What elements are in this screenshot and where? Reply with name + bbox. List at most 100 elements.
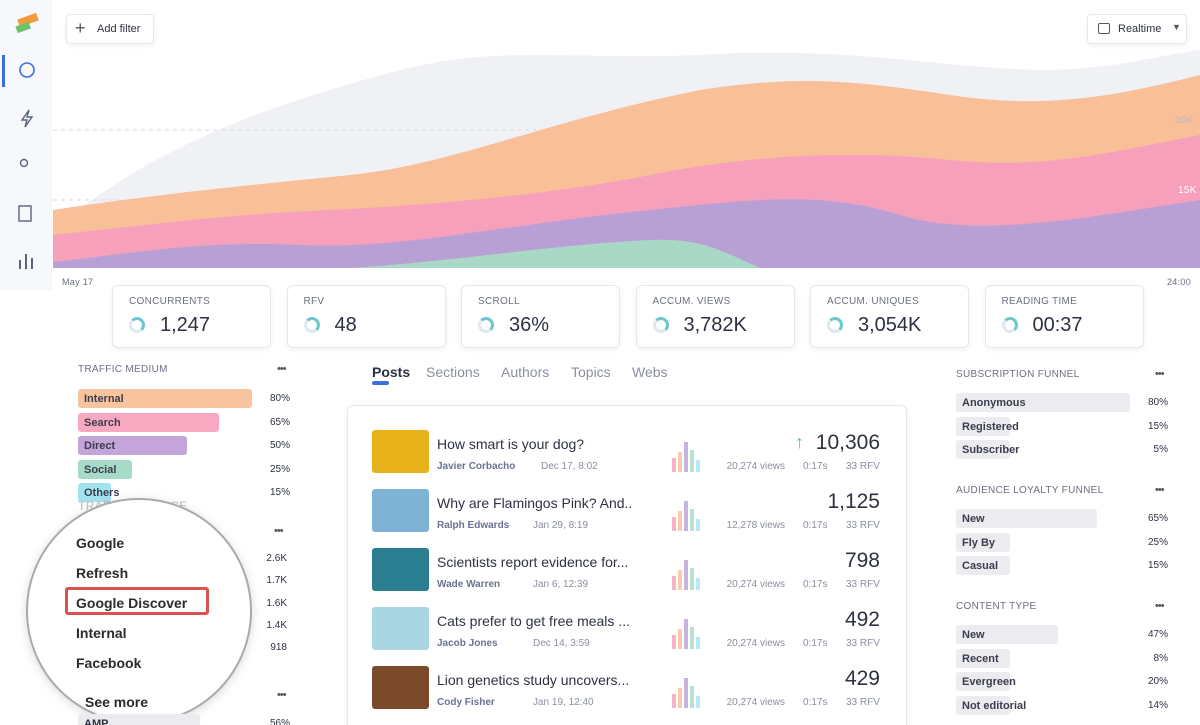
mini-bar [696,460,700,472]
more-menu[interactable]: ••• [1155,484,1165,496]
ring-icon [129,317,145,333]
thumbnail [372,430,429,473]
mini-bar [672,517,676,531]
magnifier [26,498,252,724]
nav-icon[interactable] [19,254,33,269]
bar: Others [78,483,119,502]
bar-label: Others [84,487,120,499]
bar: Recent [956,648,1010,668]
more-menu[interactable]: ••• [1155,368,1165,380]
post-date: Jan 29, 8:19 [533,520,589,531]
add-filter-button[interactable]: + Add filter [66,14,154,44]
bar: Subscriber [956,440,1019,459]
bar: New [956,625,1058,644]
source-value: 918 [270,642,287,654]
post-title[interactable]: How smart is your dog? [437,436,585,452]
bar-value: 20% [1147,676,1168,687]
source-label[interactable]: Internal [76,625,127,641]
post-title[interactable]: Scientists report evidence for... [437,554,629,570]
post-title[interactable]: Cats prefer to get free meals ... [437,613,630,629]
bar-value: 80% [269,393,290,404]
mini-bar [696,637,700,649]
post-rfv: 33 RFV [846,638,880,649]
mini-bar [684,442,688,472]
tab[interactable]: Sections [426,364,480,380]
metric-value: 1,247 [160,314,211,336]
more-menu[interactable]: ••• [1155,600,1165,612]
caret: ▼ [1172,22,1181,32]
mini-bar [690,686,694,708]
tab[interactable]: Webs [632,364,668,380]
post-author: Cody Fisher [437,697,495,708]
bar: Fly By [956,532,1011,552]
metric-label: READING TIME [1001,296,1078,307]
mini-bar [690,568,694,590]
post-date: Dec 17, 8:02 [541,461,598,472]
source-label[interactable]: Facebook [76,655,142,671]
bar-label: Registered [962,420,1019,433]
bar-label: Casual [962,560,999,572]
bar-label: Internal [84,393,124,405]
mini-bar [672,694,676,708]
tab[interactable]: Topics [571,364,611,380]
more-menu[interactable]: ••• [277,363,287,375]
tab-indicator [372,381,389,385]
mini-bar [690,450,694,472]
mini-bar [672,635,676,649]
post-title[interactable]: Why are Flamingos Pink? And.. [437,495,633,511]
source-label[interactable]: Google [76,535,125,551]
post-date: Jan 19, 12:40 [533,697,594,708]
more-menu[interactable]: ••• [274,525,284,537]
mini-bar [678,688,682,708]
mini-bar [696,519,700,531]
nav-icon[interactable] [18,205,32,222]
mini-bar [678,570,682,590]
bar: Not editorial [956,695,1026,715]
bar-value: 65% [269,416,290,428]
post-rfv: 33 RFV [846,520,880,531]
source-label[interactable]: Refresh [76,565,129,581]
mini-bar [696,696,700,708]
bar-label: Anonymous [962,397,1026,409]
thumbnail [372,607,429,650]
post-rfv: 33 RFV [846,579,880,590]
more-menu[interactable]: ••• [277,689,287,701]
nav-icon[interactable] [19,62,35,78]
post-rfv: 33 RFV [846,697,880,708]
source-value: 1.4K [266,619,287,631]
ring-icon [478,317,494,333]
metric-card: READING TIME 00:37 [984,285,1144,348]
bar: Internal [78,389,252,408]
post-time: 0:17s [803,697,828,708]
nav-icon[interactable] [19,158,29,168]
tab[interactable]: Posts [372,364,411,380]
bar-label: Search [84,416,121,429]
plus-icon: + [75,18,86,38]
bar: New [956,509,1098,528]
highlight-box [65,587,209,615]
trend-up: ↑ [795,432,804,452]
mini-bar [690,509,694,531]
see-more[interactable]: See more [85,694,149,710]
bar-label: Subscriber [962,444,1020,456]
metric-card: ACCUM. VIEWS 3,782K [635,285,795,348]
post-title[interactable]: Lion genetics study uncovers... [437,672,630,688]
section-title: CONTENT TYPE [956,601,1037,612]
sidebar-bg [0,0,52,290]
bar-value: 25% [1147,536,1168,548]
metric-value: 3,054K [858,314,922,336]
mini-bar [672,458,676,472]
range-select[interactable]: Realtime ▼ [1087,14,1187,44]
metric-value: 3,782K [683,314,747,336]
ring-icon [827,317,843,333]
tab[interactable]: Authors [501,364,550,380]
source-label[interactable]: Google Discover [76,595,188,611]
area [53,199,1200,268]
metric-label: ACCUM. UNIQUES [827,296,919,307]
metric-value: 48 [334,314,357,336]
axis-label: May 17 [62,277,94,287]
post-count: 10,306 [815,431,880,454]
mini-bar [678,452,682,472]
nav-icon[interactable] [20,109,34,128]
